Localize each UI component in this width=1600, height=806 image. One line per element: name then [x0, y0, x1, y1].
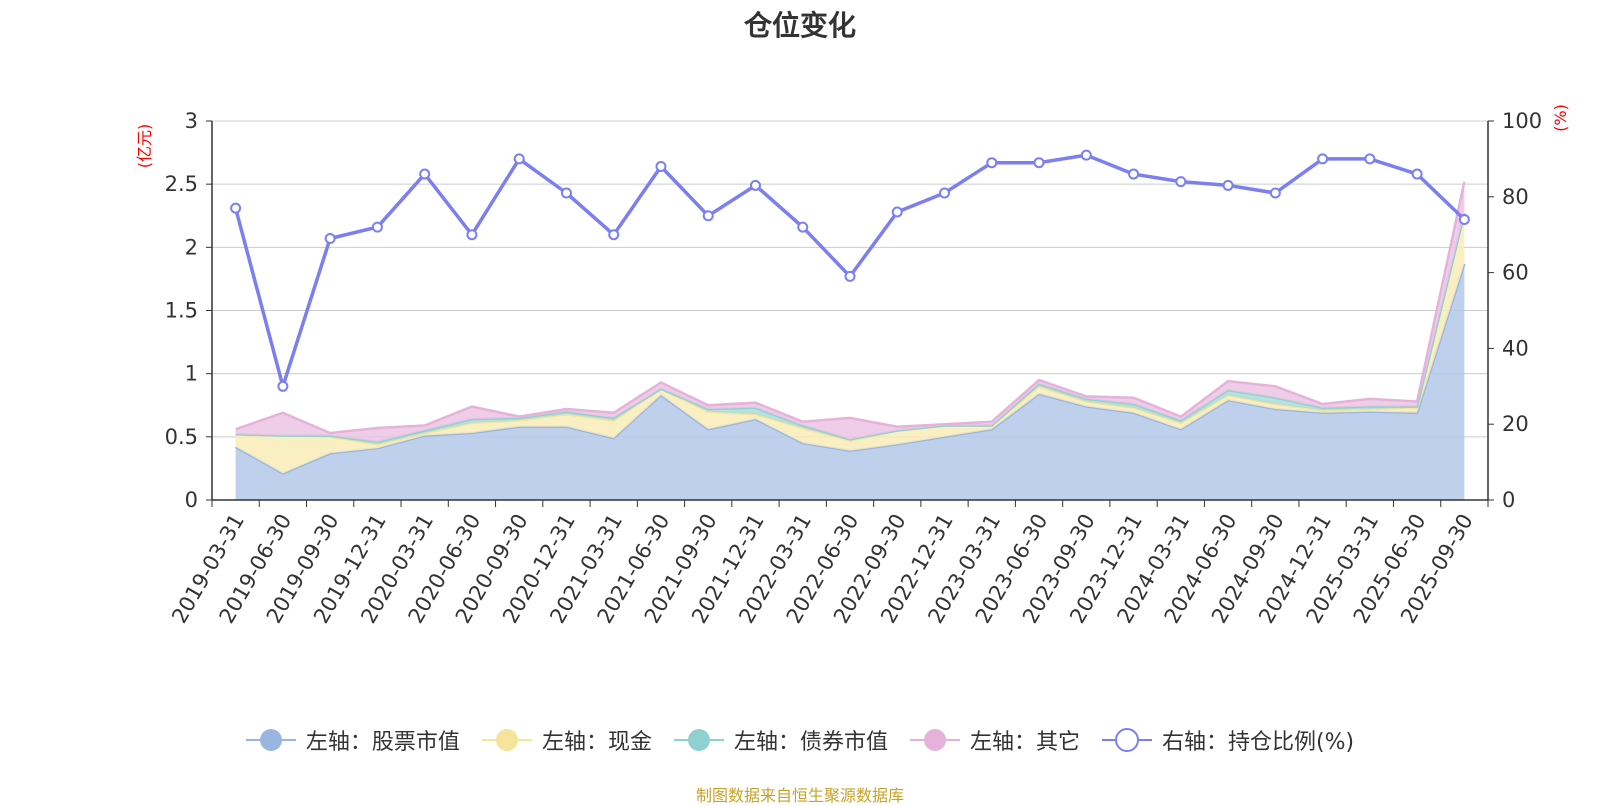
holding-ratio-point [1364, 153, 1376, 165]
holding-ratio-point [1458, 214, 1470, 226]
axis-layer: 00.511.522.530204060801002019-03-312019-… [165, 109, 1543, 627]
left-axis-tick-label: 0.5 [165, 425, 198, 449]
holding-ratio-point [749, 179, 761, 191]
legend-item[interactable]: 右轴：持仓比例(%) [1101, 724, 1355, 756]
legend-label: 左轴：债券市值 [733, 730, 888, 755]
holding-ratio-point [891, 206, 903, 218]
left-axis-tick-label: 3 [185, 109, 198, 133]
holding-ratio-point [1128, 168, 1140, 180]
legend-item[interactable]: 左轴：债券市值 [673, 724, 888, 756]
right-axis-tick-label: 0 [1502, 488, 1515, 512]
legend: 左轴：股票市值 左轴：现金 左轴：债券市值 左轴：其它 右轴：持仓比例(%) [0, 724, 1600, 756]
holding-ratio-point [1033, 157, 1045, 169]
left-axis-tick-label: 2.5 [165, 172, 198, 196]
holding-ratio-point [986, 157, 998, 169]
holding-ratio-point [277, 380, 289, 392]
holding-ratio-point [419, 168, 431, 180]
holding-ratio-point [1317, 153, 1329, 165]
legend-item[interactable]: 左轴：股票市值 [245, 724, 460, 756]
holding-ratio-point [513, 153, 525, 165]
chart-title: 仓位变化 [743, 9, 856, 42]
left-axis-tick-label: 0 [185, 488, 198, 512]
holding-ratio-point [560, 187, 572, 199]
right-axis-tick-label: 40 [1502, 336, 1529, 360]
left-axis-unit: (亿元) [135, 124, 154, 169]
holding-ratio-point [1222, 179, 1234, 191]
legend-label: 左轴：其它 [969, 730, 1080, 755]
area-series-1 [235, 263, 1465, 500]
legend-circle-icon [909, 729, 960, 751]
legend-hollow-circle-icon [1101, 728, 1152, 752]
right-axis-tick-label: 60 [1502, 261, 1529, 285]
holding-ratio-point [608, 229, 620, 241]
legend-circle-icon [481, 729, 532, 751]
right-axis-unit: (%) [1551, 104, 1570, 132]
holding-ratio-point [844, 270, 856, 282]
holding-ratio-point [324, 232, 336, 244]
right-axis-tick-label: 20 [1502, 412, 1529, 436]
legend-label: 左轴：现金 [541, 730, 652, 755]
area-series-2 [235, 213, 1465, 474]
line-layer [230, 149, 1470, 392]
holding-ratio-point [797, 221, 809, 233]
area-series-4-edge [235, 181, 1466, 435]
right-axis-tick-label: 80 [1502, 185, 1529, 209]
legend-circle-icon [673, 729, 724, 751]
legend-label: 左轴：股票市值 [305, 730, 460, 755]
holding-ratio-point [466, 229, 478, 241]
legend-label: 右轴：持仓比例(%) [1161, 730, 1355, 755]
left-axis-tick-label: 1 [185, 362, 198, 386]
legend-item[interactable]: 左轴：现金 [481, 724, 652, 756]
holding-ratio-point [1411, 168, 1423, 180]
legend-circle-icon [245, 729, 296, 751]
source-note: 制图数据来自恒生聚源数据库 [695, 786, 904, 805]
holding-ratio-point [939, 187, 951, 199]
holding-ratio-point [1080, 149, 1092, 161]
holding-ratio-point [702, 210, 714, 222]
legend-item[interactable]: 左轴：其它 [909, 724, 1080, 756]
holding-ratio-line [233, 153, 1466, 389]
holding-ratio-point [655, 160, 667, 172]
holding-ratio-point [1175, 176, 1187, 188]
left-axis-tick-label: 2 [185, 235, 198, 259]
holding-ratio-point [1269, 187, 1281, 199]
holding-ratio-point [230, 202, 242, 214]
right-axis-tick-label: 100 [1502, 109, 1542, 133]
area-layer [234, 181, 1466, 500]
left-axis-tick-label: 1.5 [165, 299, 198, 323]
holding-ratio-point [371, 221, 383, 233]
